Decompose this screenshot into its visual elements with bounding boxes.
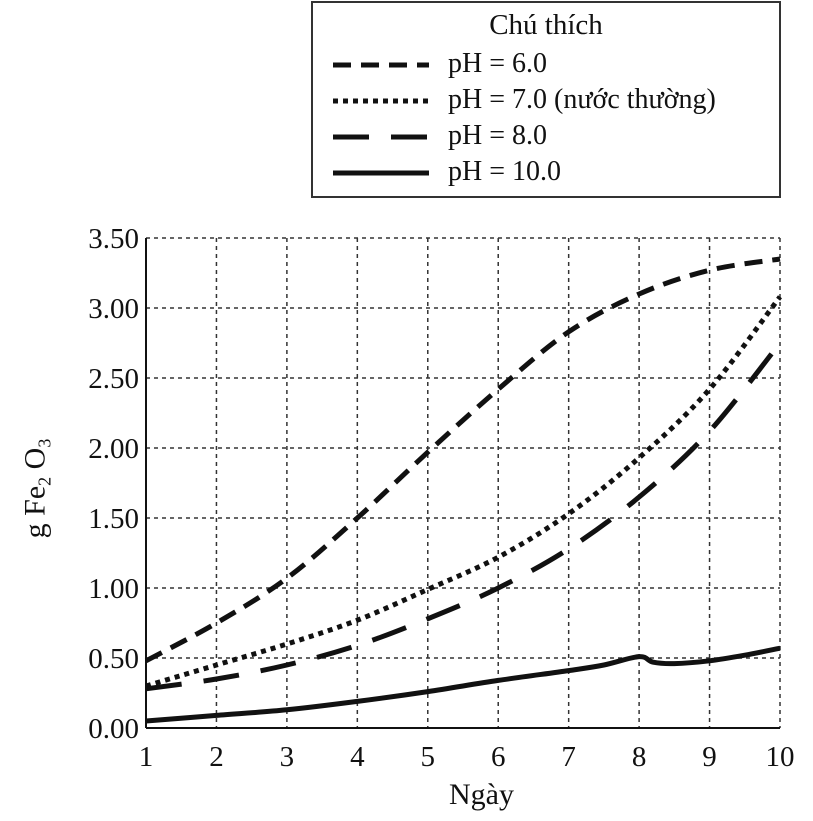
legend-label: pH = 7.0 (nước thường) — [448, 84, 716, 115]
x-tick-label: 9 — [702, 741, 717, 773]
legend-title: Chú thích — [489, 9, 603, 41]
series-line-longdash — [145, 341, 782, 692]
y-tick-label: 0.50 — [88, 643, 139, 675]
x-tick-label: 7 — [561, 741, 576, 773]
x-axis-title: Ngày — [449, 778, 514, 811]
y-tick-label: 3.50 — [88, 223, 139, 255]
legend-entry-ph6: pH = 6.0 — [313, 47, 779, 83]
legend-label: pH = 10.0 — [448, 156, 562, 187]
series-lines — [144, 256, 782, 724]
y-tick-label: 2.50 — [88, 363, 139, 395]
legend-swatch-dash — [333, 62, 429, 68]
x-tick-label: 4 — [350, 741, 365, 773]
x-tick-label: 1 — [139, 741, 154, 773]
x-tick-label: 10 — [766, 741, 795, 773]
x-tick-label: 5 — [421, 741, 436, 773]
x-tick-label: 3 — [280, 741, 295, 773]
legend: Chú thích pH = 6.0 pH = 7.0 (nước thường… — [311, 1, 781, 198]
legend-entry-ph7: pH = 7.0 (nước thường) — [313, 83, 779, 119]
legend-label: pH = 8.0 — [448, 120, 548, 151]
series-line-dash — [144, 256, 781, 664]
y-tick-label: 1.00 — [88, 573, 139, 605]
legend-swatch-solid — [333, 170, 429, 176]
y-tick-label: 2.00 — [88, 433, 139, 465]
legend-entry-ph10: pH = 10.0 — [313, 155, 779, 191]
x-tick-label: 6 — [491, 741, 506, 773]
legend-label: pH = 6.0 — [448, 48, 548, 79]
tick-labels: 1 2 3 4 5 6 7 8 9 10 0.00 0.50 1.00 1.50 2.00 2.50 3.00 3… — [88, 223, 794, 773]
x-tick-label: 8 — [632, 741, 647, 773]
series-line-dot — [145, 295, 782, 689]
y-tick-label: 0.00 — [88, 713, 139, 745]
legend-swatch-dot — [333, 98, 429, 104]
series-line-solid — [145, 645, 781, 724]
grid — [146, 237, 781, 728]
legend-entry-ph8: pH = 8.0 — [313, 119, 779, 155]
y-tick-label: 1.50 — [88, 503, 139, 535]
y-axis-title: g Fe2 O3 — [18, 438, 55, 539]
y-tick-label: 3.00 — [88, 293, 139, 325]
axes — [145, 238, 780, 729]
legend-swatch-longdash — [333, 134, 429, 140]
x-tick-label: 2 — [209, 741, 224, 773]
